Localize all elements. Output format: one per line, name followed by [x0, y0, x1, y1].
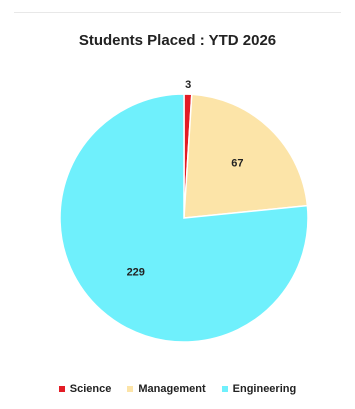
legend-item-management: Management [127, 383, 206, 395]
legend-label-science: Science [69, 383, 112, 395]
data-label-engineering: 229 [127, 266, 145, 278]
data-label-management: 67 [231, 158, 243, 170]
legend-item-engineering: Engineering [221, 383, 297, 395]
legend-label-management: Management [138, 383, 206, 395]
pie-slice-management [183, 93, 309, 219]
data-label-science: 3 [185, 79, 191, 91]
pie-slice-engineering [59, 93, 309, 343]
chart-title: Students Placed : YTD 2026 [78, 32, 277, 49]
legend-item-science: Science [58, 383, 112, 395]
legend-swatch-science [58, 386, 65, 392]
legend-swatch-engineering [221, 386, 228, 392]
chart-legend: Science Management Engineering [0, 383, 355, 395]
top-divider [14, 12, 341, 13]
legend-label-engineering: Engineering [232, 383, 297, 395]
legend-swatch-management [127, 386, 134, 392]
